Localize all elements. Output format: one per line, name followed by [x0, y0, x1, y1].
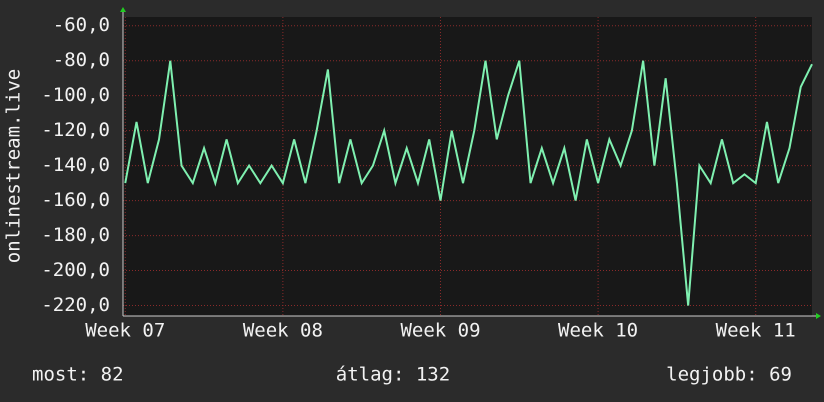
y-tick-label: -80,0 — [53, 49, 110, 71]
y-tick-label: -140,0 — [41, 154, 110, 176]
axis-arrow — [120, 7, 126, 12]
y-tick-label: -180,0 — [41, 224, 110, 246]
x-tick-label: Week 09 — [400, 320, 480, 342]
y-tick-label: -120,0 — [41, 119, 110, 141]
y-tick-label: -100,0 — [41, 84, 110, 106]
x-tick-label: Week 10 — [558, 320, 638, 342]
y-tick-label: -220,0 — [41, 294, 110, 316]
y-axis-label: onlinestream.live — [3, 69, 25, 263]
y-tick-label: -160,0 — [41, 189, 110, 211]
x-tick-label: Week 07 — [85, 320, 165, 342]
axis-arrow — [816, 313, 821, 319]
x-tick-label: Week 08 — [243, 320, 323, 342]
footer-stat: most: 82 — [32, 364, 124, 386]
footer-stat: átlag: 132 — [336, 364, 450, 386]
y-tick-label: -60,0 — [53, 14, 110, 36]
footer-stat: legjobb: 69 — [666, 364, 792, 386]
y-tick-label: -200,0 — [41, 259, 110, 281]
x-tick-label: Week 11 — [716, 320, 796, 342]
data-line — [124, 60, 813, 306]
